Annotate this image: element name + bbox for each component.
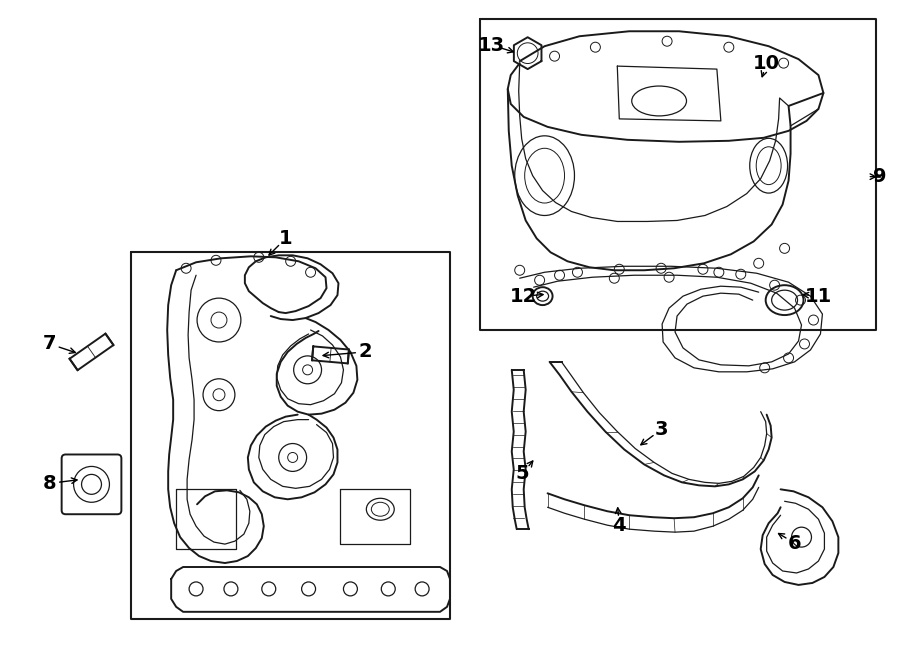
Text: 3: 3 (654, 420, 668, 439)
Text: 1: 1 (279, 229, 292, 248)
Text: 2: 2 (358, 342, 373, 361)
Text: 13: 13 (478, 36, 506, 55)
Text: 7: 7 (43, 334, 57, 354)
Text: 4: 4 (613, 516, 626, 535)
Text: 8: 8 (43, 474, 57, 493)
Text: 10: 10 (753, 54, 780, 73)
Text: 12: 12 (510, 287, 537, 306)
Text: 6: 6 (788, 534, 801, 553)
Text: 11: 11 (805, 287, 832, 306)
Text: 9: 9 (873, 167, 886, 186)
Text: 5: 5 (516, 464, 529, 483)
